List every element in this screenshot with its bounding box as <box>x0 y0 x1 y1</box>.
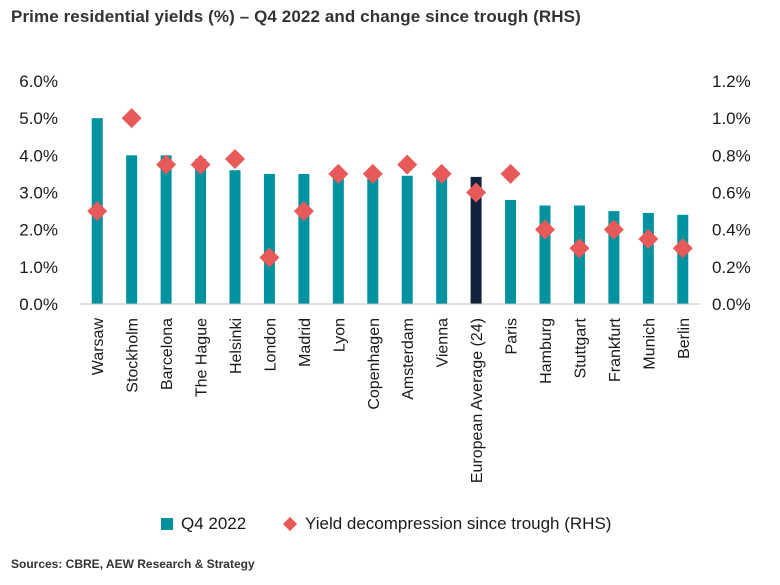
legend: Q4 2022 Yield decompression since trough… <box>0 514 780 538</box>
category-labels: Warsaw Stockholm Barcelona The Hague Helsink… <box>90 317 693 483</box>
diamond-marker <box>121 108 142 129</box>
legend-label-q4-2022: Q4 2022 <box>181 514 247 533</box>
diamond-marker <box>431 163 452 184</box>
bar <box>332 173 344 304</box>
category-label: Copenhagen <box>366 318 383 410</box>
diamond-marker <box>672 238 693 259</box>
diamond-marker <box>569 238 590 259</box>
bar <box>608 211 620 304</box>
diamond-marker <box>156 154 177 175</box>
right-tick-label: 0.8% <box>712 146 751 165</box>
left-tick-label: 4.0% <box>19 146 58 165</box>
legend-label-yield-decompression: Yield decompression since trough (RHS) <box>305 514 612 533</box>
diamond-marker <box>397 154 418 175</box>
diamond-marker <box>190 154 211 175</box>
legend-bar-swatch <box>161 518 173 530</box>
source-note: Sources: CBRE, AEW Research & Strategy <box>11 557 255 571</box>
right-tick-label: 1.2% <box>712 72 751 91</box>
category-label: Stuttgart <box>572 317 589 378</box>
left-tick-label: 2.0% <box>19 221 58 240</box>
right-tick-label: 0.2% <box>712 258 751 277</box>
right-tick-label: 0.4% <box>712 221 751 240</box>
category-label: Berlin <box>676 318 693 359</box>
left-tick-label: 5.0% <box>19 109 58 128</box>
diamond-marker <box>500 163 521 184</box>
bar <box>229 170 241 304</box>
diamond-marker <box>293 201 314 222</box>
diamond-marker <box>466 182 487 203</box>
left-tick-label: 1.0% <box>19 258 58 277</box>
diamond-marker <box>638 228 659 249</box>
bar <box>642 212 654 304</box>
diamond-marker <box>87 201 108 222</box>
chart-title: Prime residential yields (%) – Q4 2022 a… <box>11 7 581 26</box>
bar <box>126 155 138 304</box>
category-label: The Hague <box>194 318 211 397</box>
legend-item-yield-decompression: Yield decompression since trough (RHS) <box>282 514 612 534</box>
category-label: Helsinki <box>228 318 245 374</box>
left-tick-label: 0.0% <box>19 295 58 314</box>
bar <box>539 205 551 304</box>
bar <box>298 173 310 304</box>
bar <box>160 155 172 304</box>
bar <box>470 176 482 304</box>
marker-series <box>87 108 693 268</box>
category-label: European Average (24) <box>469 318 486 483</box>
category-label: Frankfurt <box>607 317 624 382</box>
diamond-marker <box>259 247 280 268</box>
diamond-marker <box>535 219 555 240</box>
bar-chart: 0.0% 1.0% 2.0% 3.0% 4.0% 5.0% 6.0% 0.0% 0.2% 0.4… <box>19 72 751 483</box>
right-tick-label: 1.0% <box>712 109 751 128</box>
category-label: Madrid <box>297 318 314 367</box>
right-axis-ticks: 0.0% 0.2% 0.4% 0.6% 0.8% 1.0% 1.2% <box>712 72 751 314</box>
category-label: Hamburg <box>538 318 555 384</box>
left-axis-ticks: 0.0% 1.0% 2.0% 3.0% 4.0% 5.0% 6.0% <box>19 72 58 314</box>
right-tick-label: 0.0% <box>712 295 751 314</box>
legend-item-q4-2022: Q4 2022 <box>161 514 246 534</box>
left-tick-label: 6.0% <box>19 72 58 91</box>
category-label: Paris <box>504 318 521 354</box>
bar <box>401 175 413 304</box>
category-label: London <box>262 318 279 371</box>
bar <box>263 173 275 304</box>
diamond-marker <box>603 219 624 240</box>
category-label: Barcelona <box>159 318 176 390</box>
bar <box>677 214 689 304</box>
bar <box>367 173 379 304</box>
diamond-marker <box>328 163 349 184</box>
bar-series <box>91 118 689 305</box>
right-tick-label: 0.6% <box>712 184 751 203</box>
diamond-marker <box>225 149 245 170</box>
category-label: Amsterdam <box>400 318 417 400</box>
category-label: Lyon <box>331 318 348 352</box>
bar <box>436 173 448 304</box>
bar <box>505 199 517 304</box>
category-label: Stockholm <box>125 318 142 393</box>
category-label: Munich <box>641 318 658 370</box>
legend-diamond-swatch <box>282 516 298 532</box>
category-label: Vienna <box>435 318 452 368</box>
diamond-marker <box>362 163 383 184</box>
category-label: Warsaw <box>90 318 107 376</box>
bar <box>195 159 207 304</box>
left-tick-label: 3.0% <box>19 184 58 203</box>
